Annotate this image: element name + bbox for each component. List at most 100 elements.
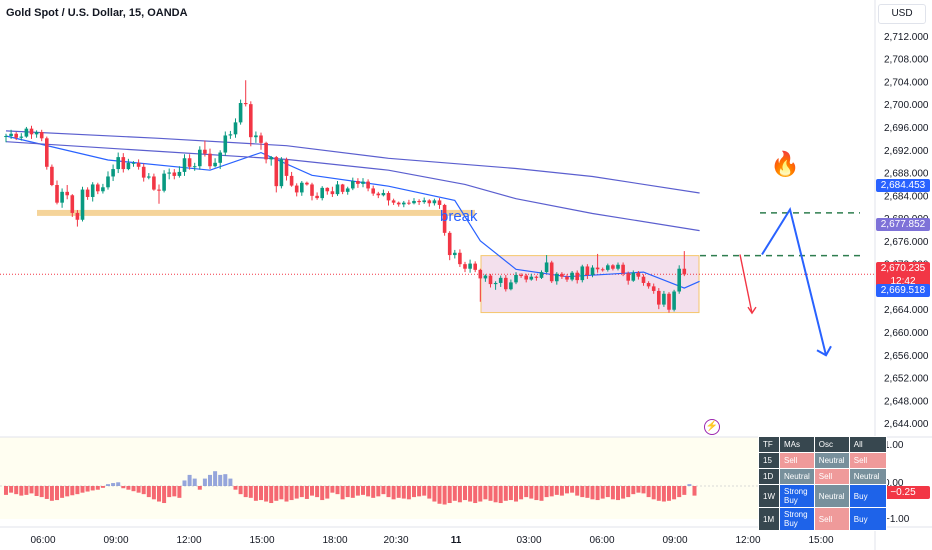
oscillator-bar [447, 486, 452, 504]
candle-body [453, 252, 457, 256]
candle-body [320, 187, 324, 199]
technical-ratings-header: TF MAs Osc All [758, 436, 887, 453]
candle-body [555, 273, 559, 282]
candle-body [677, 268, 681, 292]
candle-body [391, 200, 396, 203]
oscillator-bar [182, 480, 187, 486]
candle-body [585, 266, 590, 275]
candle-body [274, 157, 279, 187]
y-axis-tick-label: 2,688.000 [884, 169, 929, 180]
oscillator-bar [310, 486, 314, 496]
oscillator-bar [187, 474, 192, 486]
oscillator-bar [519, 486, 524, 500]
row-mas: Neutral [779, 468, 815, 485]
oscillator-bar [457, 486, 462, 503]
oscillator-bar [508, 486, 513, 501]
candle-body [636, 272, 641, 277]
candle-body [172, 172, 177, 176]
y-axis-tick-label: 2,660.000 [884, 328, 929, 339]
oscillator-bar [595, 486, 600, 501]
candle-body [238, 103, 243, 123]
oscillator-bar [55, 486, 59, 501]
y-axis-tick-label: 2,648.000 [884, 396, 929, 407]
oscillator-bar [151, 486, 156, 500]
candle-body [646, 282, 651, 287]
candle-body [167, 172, 171, 174]
time-axis-label: 06:00 [589, 535, 614, 546]
moving-average-long2 [5, 130, 700, 194]
candle-body [381, 192, 386, 196]
oscillator-bar [401, 486, 406, 499]
candle-body [432, 200, 437, 204]
symbol-title: Gold Spot / U.S. Dollar, 15, OANDA [6, 7, 188, 19]
price-tag-ma-long: 2,677.852 [876, 218, 930, 231]
row-tf: 1W [758, 484, 780, 508]
oscillator-bar [427, 486, 432, 499]
oscillator-bar [126, 486, 131, 490]
candle-body [249, 104, 253, 138]
row-mas: Strong Buy [779, 484, 815, 508]
oscillator-bar [95, 486, 100, 490]
oscillator-bar [197, 486, 202, 490]
row-mas: Strong Buy [779, 507, 815, 531]
candle-body [218, 152, 222, 163]
y-axis-tick-label: 2,692.000 [884, 146, 929, 157]
oscillator-bar [253, 486, 258, 501]
candle-body [85, 189, 90, 197]
candle-body [203, 149, 207, 154]
candle-body [264, 142, 268, 160]
candle-body [182, 158, 187, 172]
y-axis-tick-label: 2,712.000 [884, 32, 929, 43]
candle-body [45, 138, 49, 167]
oscillator-bar [585, 486, 590, 498]
header-all: All [848, 436, 887, 453]
oscillator-bar [488, 486, 493, 501]
candle-body [565, 276, 569, 280]
candle-body [126, 162, 131, 170]
candle-body [509, 282, 513, 290]
oscillator-bar [116, 482, 121, 486]
oscillator-bar [111, 483, 116, 486]
oscillator-bar [636, 486, 641, 493]
oscillator-bar [616, 486, 620, 501]
oscillator-bar [524, 486, 529, 498]
lightning-icon[interactable]: ⚡ [704, 419, 720, 435]
oscillator-bar [371, 486, 376, 498]
candle-body [504, 277, 508, 290]
candle-body [493, 282, 498, 285]
oscillator-bar [146, 486, 151, 498]
countdown-timer: 12:42 [890, 276, 916, 287]
candle-body [600, 269, 605, 271]
oscillator-bar [677, 486, 682, 498]
candle-body [473, 263, 477, 270]
candle-body [549, 262, 554, 282]
row-all: Sell [848, 452, 887, 469]
oscillator-bar [631, 486, 636, 495]
candle-body [626, 273, 630, 281]
break-label: break [440, 208, 478, 225]
oscillator-bar [641, 486, 646, 494]
y-axis-tick-label: 2,652.000 [884, 374, 929, 385]
oscillator-bar [355, 486, 360, 496]
oscillator-bar [396, 486, 401, 498]
oscillator-bar [575, 486, 580, 496]
oscillator-bar [65, 486, 70, 497]
oscillator-bar [213, 471, 218, 486]
candle-body [611, 265, 615, 269]
y-axis-tick-label: 2,708.000 [884, 55, 929, 66]
oscillator-bar [570, 486, 575, 493]
candle-body [259, 135, 263, 143]
candle-body [570, 272, 574, 280]
candle-body [371, 188, 375, 194]
oscillator-bar [284, 486, 289, 502]
candle-body [672, 291, 676, 310]
row-mas: Sell [779, 452, 815, 469]
candle-body [305, 182, 309, 185]
oscillator-bar [100, 486, 105, 488]
candle-body [488, 275, 493, 285]
currency-button[interactable]: USD [878, 4, 926, 24]
candle-body [514, 274, 518, 283]
oscillator-bar [483, 486, 488, 500]
